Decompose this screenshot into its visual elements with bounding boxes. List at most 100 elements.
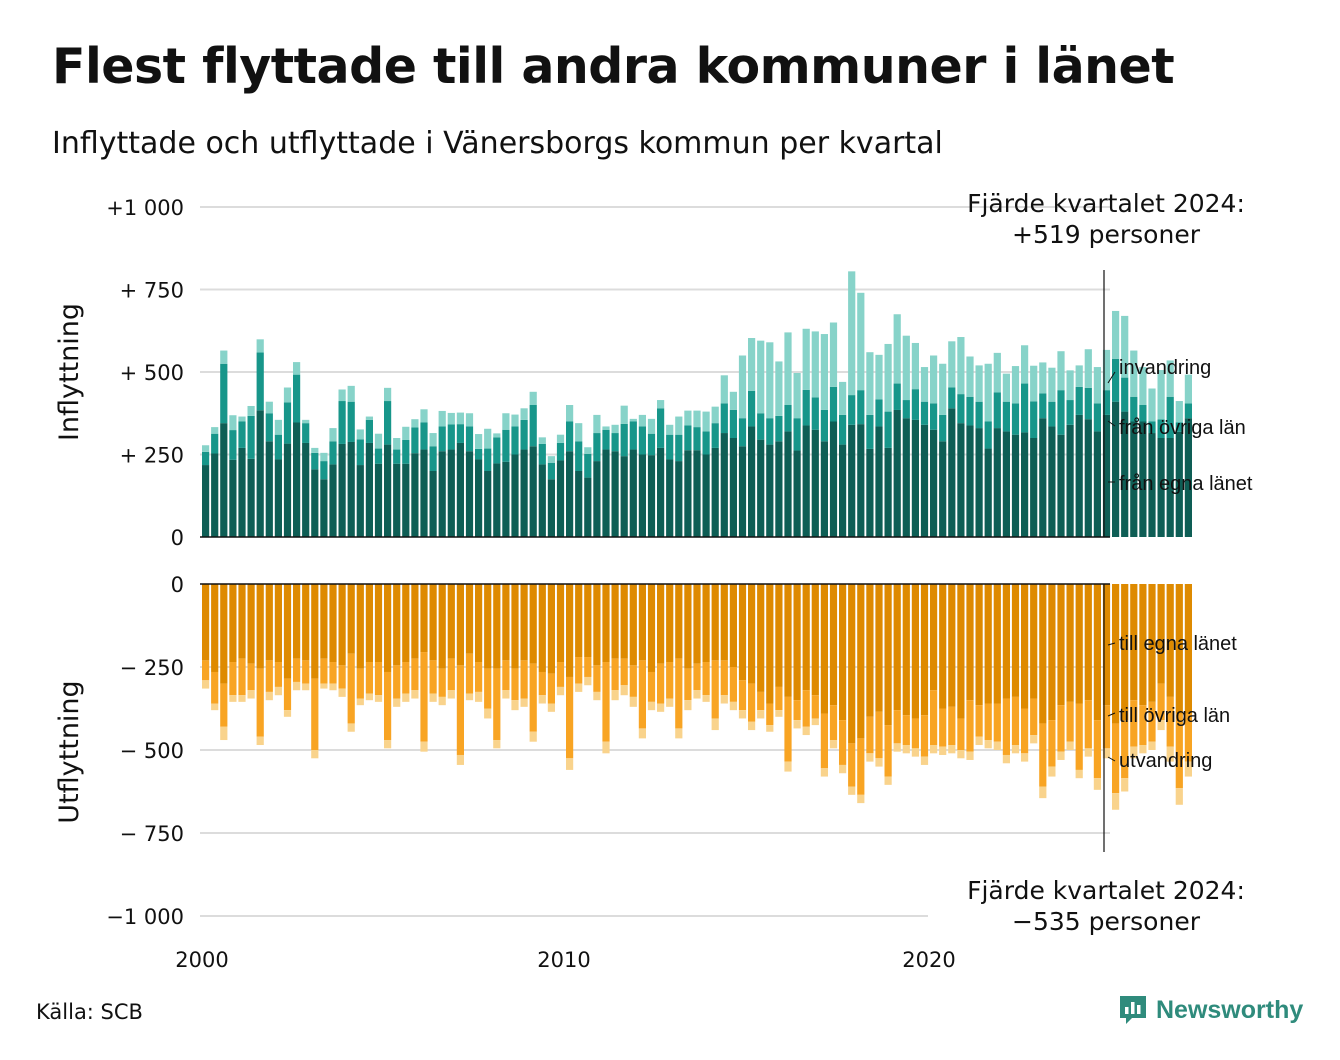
bar-in-2 <box>347 385 355 402</box>
y-tick-label: − 750 <box>120 822 184 846</box>
bar-out-2 <box>930 745 938 754</box>
bar-in-0 <box>520 449 528 537</box>
bar-in-1 <box>484 448 492 471</box>
bar-in-2 <box>693 410 701 428</box>
bar-out-2 <box>693 690 701 699</box>
bar-out-0 <box>1084 584 1092 701</box>
bar-out-0 <box>638 584 646 661</box>
series-label: från övriga län <box>1119 417 1246 439</box>
bar-in-2 <box>1112 310 1120 359</box>
bar-out-0 <box>293 584 301 659</box>
bar-in-0 <box>657 447 665 537</box>
bar-out-2 <box>1084 748 1092 757</box>
bar-out-1 <box>829 705 838 741</box>
bar-out-2 <box>575 683 583 692</box>
bar-out-1 <box>602 662 610 742</box>
bar-out-1 <box>1112 723 1120 794</box>
bar-in-1 <box>411 427 419 454</box>
bar-in-0 <box>866 448 874 537</box>
bar-in-1 <box>911 389 919 420</box>
bar-out-2 <box>966 751 974 760</box>
bar-in-1 <box>575 441 583 471</box>
bar-in-1 <box>930 403 938 430</box>
inflyttning-bars <box>202 271 1192 537</box>
bar-out-1 <box>1102 705 1111 749</box>
bar-out-0 <box>866 584 874 717</box>
newsworthy-logo-icon <box>1120 996 1146 1024</box>
gridlines <box>200 206 1110 917</box>
bar-out-1 <box>420 652 428 742</box>
bar-out-0 <box>839 584 847 721</box>
x-tick-label: 2020 <box>902 948 955 972</box>
bar-out-1 <box>247 663 255 691</box>
bar-out-1 <box>939 708 947 747</box>
bar-in-0 <box>338 443 346 537</box>
y-tick-label: 0 <box>171 526 184 550</box>
bar-in-0 <box>365 442 373 537</box>
bar-out-2 <box>1112 793 1120 810</box>
bar-in-1 <box>1148 421 1156 434</box>
bar-in-1 <box>1157 419 1165 438</box>
bar-in-0 <box>939 441 947 537</box>
bar-out-2 <box>829 740 838 749</box>
bar-out-2 <box>1021 753 1029 762</box>
bar-out-2 <box>347 723 355 732</box>
bar-in-1 <box>638 426 646 455</box>
bar-in-0 <box>629 449 637 537</box>
bar-in-2 <box>329 428 337 442</box>
bar-out-2 <box>365 693 373 701</box>
bar-out-1 <box>693 663 701 691</box>
bar-in-2 <box>829 322 838 387</box>
brand-name: Newsworthy <box>1156 995 1304 1024</box>
bar-in-2 <box>811 331 819 398</box>
bar-in-0 <box>647 455 656 537</box>
bar-in-1 <box>1039 393 1047 419</box>
series-label-leader <box>1107 712 1116 717</box>
bar-out-2 <box>202 680 210 689</box>
bar-out-0 <box>693 584 701 664</box>
bar-out-2 <box>1075 769 1083 779</box>
bar-in-1 <box>311 452 319 470</box>
bar-in-2 <box>702 411 710 432</box>
bar-out-0 <box>1148 584 1156 702</box>
bar-in-1 <box>384 401 392 445</box>
bar-out-1 <box>966 700 974 752</box>
bar-in-2 <box>493 433 501 438</box>
bar-out-2 <box>629 696 637 707</box>
newsworthy-logo[interactable]: Newsworthy <box>1118 994 1303 1026</box>
bar-out-2 <box>611 690 619 701</box>
bar-in-1 <box>1121 377 1129 412</box>
bar-out-0 <box>229 584 237 663</box>
bar-out-2 <box>866 753 874 762</box>
bar-in-0 <box>293 422 301 537</box>
bar-out-2 <box>1184 761 1192 777</box>
bar-in-2 <box>839 381 847 415</box>
bar-in-2 <box>1121 315 1129 378</box>
bar-out-2 <box>529 731 537 742</box>
annotation-top-line1: Fjärde kvartalet 2024: <box>967 189 1245 218</box>
bar-in-1 <box>939 414 947 442</box>
bar-in-1 <box>293 374 301 423</box>
bar-out-0 <box>1157 584 1165 684</box>
bar-in-1 <box>993 392 1001 429</box>
bar-in-0 <box>265 441 273 537</box>
bar-out-0 <box>274 584 282 663</box>
bar-in-2 <box>975 365 983 402</box>
series-label: till övriga län <box>1119 705 1230 727</box>
bar-in-0 <box>766 444 774 537</box>
bar-in-0 <box>811 429 819 537</box>
bar-out-0 <box>1121 584 1129 721</box>
bar-in-2 <box>283 387 292 403</box>
bar-out-0 <box>547 584 555 674</box>
bar-out-0 <box>1039 584 1047 724</box>
bar-in-0 <box>575 471 583 537</box>
bar-out-2 <box>911 748 919 757</box>
bar-in-1 <box>1112 358 1120 402</box>
bar-in-0 <box>720 433 728 537</box>
bar-out-2 <box>948 745 956 754</box>
bar-in-0 <box>347 441 355 537</box>
bar-in-0 <box>393 463 401 537</box>
bar-out-0 <box>566 584 574 677</box>
bar-in-2 <box>1084 349 1092 388</box>
